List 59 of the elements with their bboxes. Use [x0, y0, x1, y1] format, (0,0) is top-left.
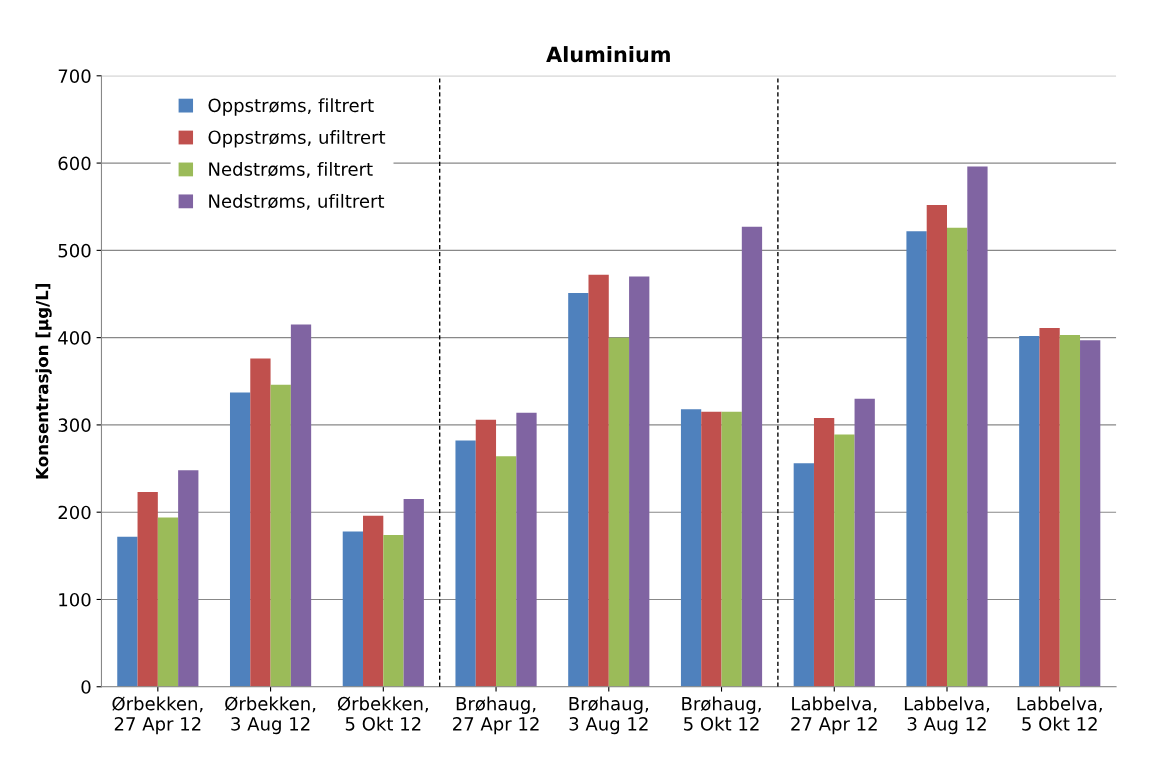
- bar: [608, 337, 630, 687]
- bar: [906, 231, 927, 687]
- bar: [926, 204, 947, 687]
- bar: [588, 274, 609, 687]
- y-tick-label: 400: [58, 331, 91, 345]
- y-tick-label: 500: [58, 243, 91, 258]
- x-tick-label: Labbelva, 5 Okt 12: [1017, 696, 1102, 731]
- bar: [834, 434, 855, 687]
- bar: [363, 515, 384, 687]
- legend-label: Nedstrøms, ufiltrert: [209, 193, 385, 210]
- bar: [342, 531, 364, 687]
- x-tick-label: Brøhaug, 3 Aug 12: [569, 696, 649, 735]
- bar: [967, 166, 988, 687]
- chart-title: Aluminium: [546, 46, 670, 63]
- y-tick-label: 600: [58, 156, 91, 171]
- bar: [475, 419, 497, 687]
- y-axis-title: Konsentrasjon [µg/L]: [35, 284, 52, 479]
- bar: [741, 226, 763, 687]
- y-tick-label: 700: [58, 69, 91, 83]
- y-tick-label: 200: [58, 505, 91, 520]
- bar: [270, 384, 291, 687]
- bar: [813, 417, 835, 687]
- bar: [1059, 335, 1081, 687]
- x-tick-label: Ørbekken, 27 Apr 12: [112, 696, 203, 735]
- bar: [516, 412, 537, 687]
- x-tick-label: Ørbekken, 3 Aug 12: [225, 696, 316, 735]
- bar: [137, 492, 158, 687]
- x-tick-label: Ørbekken, 5 Okt 12: [337, 696, 428, 731]
- bar: [250, 358, 271, 687]
- bar: [701, 411, 722, 687]
- bar: [854, 398, 875, 687]
- bar: [793, 463, 814, 687]
- bar: [403, 499, 424, 687]
- bar: [383, 534, 404, 687]
- bar: [629, 276, 650, 687]
- x-tick-label: Brøhaug, 5 Okt 12: [682, 696, 761, 731]
- bar: [229, 392, 251, 687]
- x-tick-label: Labbelva, 27 Apr 12: [791, 696, 877, 735]
- legend-label: Oppstrøms, filtrert: [208, 98, 374, 116]
- bar: [680, 409, 702, 687]
- bar: [178, 470, 199, 687]
- legend-label: Oppstrøms, ufiltrert: [208, 130, 386, 148]
- bar: [1039, 328, 1060, 687]
- x-tick-label: Brøhaug, 27 Apr 12: [453, 696, 539, 735]
- bar: [1080, 340, 1101, 687]
- bar: [496, 456, 517, 687]
- bar: [1019, 335, 1040, 687]
- bar: [721, 411, 742, 687]
- y-tick-label: 0: [81, 680, 91, 694]
- x-tick-label: Labbelva, 3 Aug 12: [904, 696, 990, 735]
- bar: [568, 293, 589, 687]
- legend-label: Nedstrøms, filtrert: [209, 162, 373, 178]
- y-tick-label: 300: [58, 418, 91, 433]
- bar: [117, 536, 138, 687]
- bar: [290, 324, 312, 687]
- bar: [157, 517, 179, 687]
- y-tick-label: 100: [59, 592, 91, 607]
- bar: [455, 440, 476, 687]
- bar: [947, 227, 968, 687]
